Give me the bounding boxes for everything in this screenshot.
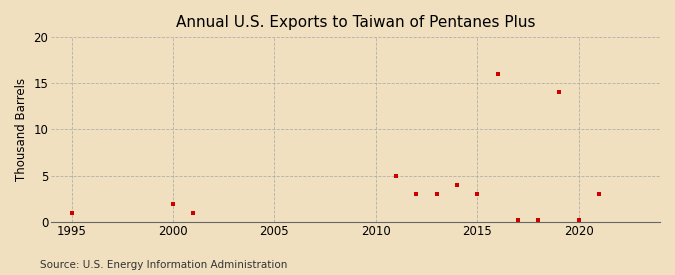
Text: Source: U.S. Energy Information Administration: Source: U.S. Energy Information Administ… xyxy=(40,260,288,270)
Y-axis label: Thousand Barrels: Thousand Barrels xyxy=(15,78,28,181)
Title: Annual U.S. Exports to Taiwan of Pentanes Plus: Annual U.S. Exports to Taiwan of Pentane… xyxy=(176,15,535,30)
